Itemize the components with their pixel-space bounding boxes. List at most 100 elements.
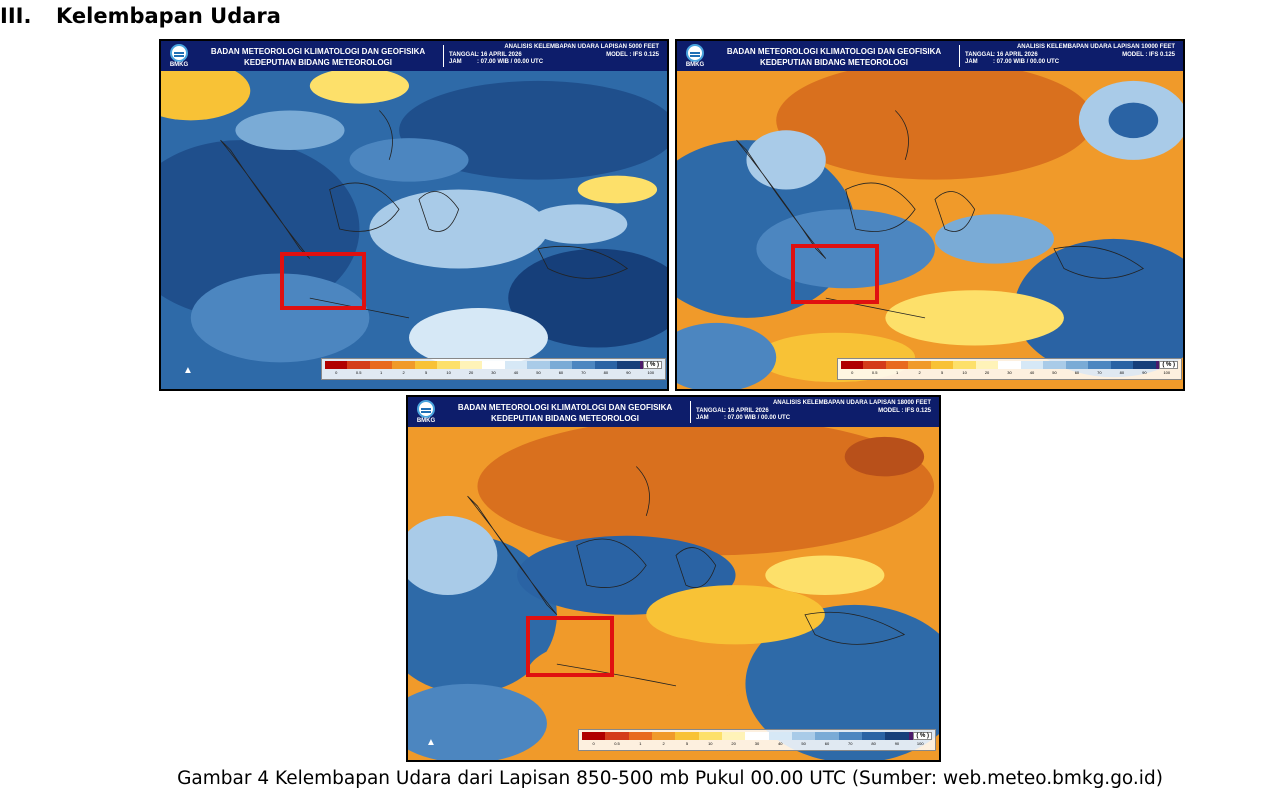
agency-name: BADAN METEOROLOGI KLIMATOLOGI DAN GEOFIS… xyxy=(210,47,426,67)
legend-swatch xyxy=(721,732,746,740)
legend-value: 0.5 xyxy=(614,741,620,746)
map-metadata: ANALISIS KELEMBAPAN UDARA LAPISAN 5000 F… xyxy=(449,44,659,65)
legend-value: 60 xyxy=(824,741,830,746)
legend-value: 0.5 xyxy=(871,370,878,375)
legend-color-bar xyxy=(582,732,932,740)
legend-swatch xyxy=(594,361,618,369)
legend-swatch xyxy=(651,732,676,740)
legend-swatch xyxy=(1133,361,1156,369)
legend-value: 10 xyxy=(446,370,451,375)
legend-labels: 0 0.5 1 2 5 10 20 30 40 50 60 70 80 90 100 xyxy=(582,741,932,746)
agency-name: BADAN METEOROLOGI KLIMATOLOGI DAN GEOFIS… xyxy=(457,403,673,423)
legend-unit: ( % ) xyxy=(643,361,662,369)
legend-swatch xyxy=(908,361,931,369)
legend-value: 80 xyxy=(1119,370,1125,375)
section-heading: III. Kelembapan Udara xyxy=(0,4,281,28)
legend-swatch xyxy=(863,361,886,369)
legend-swatch xyxy=(325,361,348,369)
legend-value: 20 xyxy=(468,370,474,375)
bmkg-logo: BMKG xyxy=(683,44,707,68)
legend-value: 0.5 xyxy=(355,370,362,375)
legend-swatch xyxy=(347,361,370,369)
legend-swatch xyxy=(930,361,954,369)
legend-value: 10 xyxy=(708,741,713,746)
humidity-map-image xyxy=(161,71,667,389)
legend-swatch xyxy=(768,732,792,740)
legend-value: 2 xyxy=(402,370,405,375)
map-metadata: ANALISIS KELEMBAPAN UDARA LAPISAN 18000 … xyxy=(696,400,931,421)
legend-value: 0 xyxy=(851,370,854,375)
legend-value: 100 xyxy=(647,370,655,375)
legend-swatch xyxy=(582,732,606,740)
legend-swatch xyxy=(861,732,886,740)
legend-value: 5 xyxy=(685,741,689,746)
legend-value: 10 xyxy=(962,370,967,375)
legend-value: 2 xyxy=(662,741,665,746)
legend-value: 20 xyxy=(731,741,736,746)
legend-value: 90 xyxy=(626,370,631,375)
legend-swatch xyxy=(572,361,595,369)
legend-swatch xyxy=(504,361,528,369)
legend-swatch xyxy=(482,361,505,369)
legend-swatch xyxy=(1110,361,1134,369)
humidity-legend: 0 0.5 1 2 5 10 20 30 40 50 60 70 80 90 100 ( % ) xyxy=(837,358,1182,380)
legend-color-bar xyxy=(841,361,1179,369)
legend-value: 40 xyxy=(778,741,783,746)
legend-swatch xyxy=(437,361,460,369)
legend-value: 30 xyxy=(1007,370,1012,375)
legend-value: 60 xyxy=(558,370,564,375)
legend-swatch xyxy=(998,361,1021,369)
legend-swatch xyxy=(392,361,415,369)
legend-value: 50 xyxy=(801,741,806,746)
map-header: BMKG BADAN METEOROLOGI KLIMATOLOGI DAN G… xyxy=(677,41,1183,71)
north-arrow-icon: ▲ xyxy=(426,737,436,748)
legend-swatch xyxy=(1043,361,1066,369)
legend-value: 20 xyxy=(984,370,990,375)
model-label: MODEL : IFS 0.125 xyxy=(1122,51,1175,58)
humidity-map-5000ft: BMKG BADAN METEOROLOGI KLIMATOLOGI DAN G… xyxy=(159,39,669,391)
section-number: III. xyxy=(0,4,32,28)
legend-swatch xyxy=(1088,361,1111,369)
legend-swatch xyxy=(841,361,864,369)
legend-swatch xyxy=(885,361,909,369)
legend-value: 30 xyxy=(491,370,496,375)
legend-value: 70 xyxy=(581,370,586,375)
legend-value: 100 xyxy=(916,741,924,746)
legend-color-bar xyxy=(325,361,663,369)
legend-value: 80 xyxy=(871,741,876,746)
legend-swatch xyxy=(698,732,722,740)
north-arrow-icon: ▲ xyxy=(183,365,193,376)
section-title: Kelembapan Udara xyxy=(56,4,281,28)
legend-value: 90 xyxy=(894,741,900,746)
humidity-map-10000ft: BMKG BADAN METEOROLOGI KLIMATOLOGI DAN G… xyxy=(675,39,1185,391)
humidity-map-image xyxy=(677,71,1183,389)
legend-labels: 0 0.5 1 2 5 10 20 30 40 50 60 70 80 90 100 xyxy=(325,370,662,375)
legend-value: 30 xyxy=(754,741,760,746)
legend-value: 1 xyxy=(639,741,642,746)
map-header: BMKG BADAN METEOROLOGI KLIMATOLOGI DAN G… xyxy=(408,397,939,427)
legend-swatch xyxy=(369,361,393,369)
analysis-title: ANALISIS KELEMBAPAN UDARA LAPISAN 18000 … xyxy=(772,400,931,406)
legend-swatch xyxy=(975,361,999,369)
humidity-map-image xyxy=(408,427,939,760)
legend-swatch xyxy=(414,361,438,369)
humidity-legend: 0 0.5 1 2 5 10 20 30 40 50 60 70 80 90 100 ( % ) xyxy=(321,358,666,380)
legend-swatch xyxy=(885,732,909,740)
legend-value: 100 xyxy=(1163,370,1171,375)
focus-area-box xyxy=(526,616,614,677)
focus-area-box xyxy=(791,244,879,304)
legend-value: 40 xyxy=(513,370,519,375)
legend-value: 1 xyxy=(896,370,899,375)
legend-value: 70 xyxy=(848,741,853,746)
legend-value: 50 xyxy=(536,370,541,375)
figure-caption: Gambar 4 Kelembapan Udara dari Lapisan 8… xyxy=(177,768,1163,789)
legend-swatch xyxy=(953,361,976,369)
legend-swatch xyxy=(628,732,652,740)
legend-swatch xyxy=(459,361,483,369)
legend-swatch xyxy=(745,732,769,740)
legend-swatch xyxy=(815,732,839,740)
legend-swatch xyxy=(617,361,640,369)
legend-swatch xyxy=(791,732,816,740)
legend-swatch xyxy=(1020,361,1044,369)
legend-value: 1 xyxy=(380,370,383,375)
